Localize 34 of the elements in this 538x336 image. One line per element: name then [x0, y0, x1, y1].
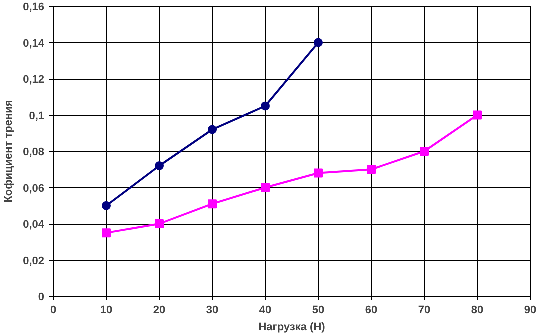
- x-tick-label: 80: [471, 304, 484, 316]
- point: [261, 102, 270, 111]
- x-tick-label: 60: [365, 304, 378, 316]
- point: [102, 201, 111, 210]
- x-tick-label: 90: [524, 304, 537, 316]
- point: [155, 220, 164, 228]
- point: [420, 147, 429, 156]
- point: [314, 38, 323, 48]
- y-tick-label: 0,02: [23, 255, 45, 268]
- x-tick-label: 50: [312, 304, 325, 316]
- y-tick-label: 0,16: [23, 2, 45, 14]
- point: [261, 183, 270, 192]
- x-tick-label: 40: [259, 304, 272, 316]
- point: [314, 168, 323, 178]
- y-tick-label: 0,06: [23, 182, 45, 195]
- y-axis-title: Кофициент трения: [3, 100, 16, 203]
- y-tick-label: 0,08: [23, 146, 45, 158]
- point: [102, 228, 111, 238]
- x-axis-title: Нагрузка (Н): [258, 322, 326, 334]
- x-tick-label: 10: [100, 304, 113, 316]
- x-tick-label: 30: [206, 304, 219, 316]
- y-tick-label: 0,14: [23, 38, 46, 50]
- y-tick-label: 0,1: [29, 110, 45, 122]
- y-tick-label: 0,04: [23, 219, 46, 231]
- point: [473, 110, 482, 120]
- y-tick-label: 0: [38, 292, 45, 304]
- point: [208, 125, 217, 134]
- x-tick-label: 70: [418, 304, 431, 316]
- x-tick-label: 0: [50, 304, 57, 316]
- point: [367, 165, 376, 174]
- x-tick-label: 20: [153, 304, 166, 316]
- y-tick-label: 0,12: [23, 74, 45, 86]
- point: [155, 162, 164, 170]
- point: [208, 200, 217, 209]
